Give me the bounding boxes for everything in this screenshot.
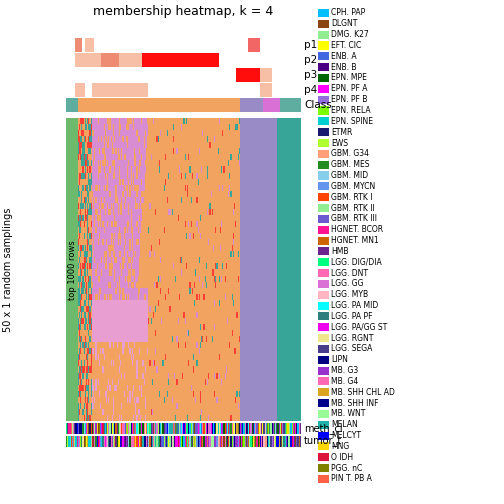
Text: MB. SHH INF: MB. SHH INF [331,399,379,408]
Text: MB. WNT: MB. WNT [331,409,365,418]
Text: GBM. RTK III: GBM. RTK III [331,214,377,223]
Text: LGG. GG: LGG. GG [331,279,363,288]
Text: ENB. B: ENB. B [331,62,357,72]
Text: meth_cl: meth_cl [304,423,343,434]
Text: GBM. RTK II: GBM. RTK II [331,204,375,213]
Text: LGG. DNT: LGG. DNT [331,269,368,278]
Text: HGNET. BCOR: HGNET. BCOR [331,225,383,234]
Text: EPN. MPE: EPN. MPE [331,74,367,83]
Text: EPN. SPINE: EPN. SPINE [331,117,373,126]
Text: GBM. MYCN: GBM. MYCN [331,182,375,191]
Text: ETMR: ETMR [331,128,352,137]
Text: p1: p1 [304,40,317,50]
Text: DLGNT: DLGNT [331,19,357,28]
Text: tumor_t: tumor_t [304,436,342,447]
Text: LGG. RGNT: LGG. RGNT [331,334,373,343]
Text: EPN. RELA: EPN. RELA [331,106,371,115]
Text: 50 x 1 random samplings: 50 x 1 random samplings [3,208,13,332]
Text: PGG. nC: PGG. nC [331,464,362,473]
Text: GBM. RTK I: GBM. RTK I [331,193,372,202]
Text: LGG. PA/GG ST: LGG. PA/GG ST [331,323,388,332]
Text: HMB: HMB [331,247,349,256]
Text: O IDH: O IDH [331,453,353,462]
Text: LIPN: LIPN [331,355,348,364]
Text: CPH. PAP: CPH. PAP [331,9,365,18]
Text: p3: p3 [304,70,317,80]
Text: GBM. MES: GBM. MES [331,160,369,169]
Text: GBM. MID: GBM. MID [331,171,368,180]
Text: GBM. G34: GBM. G34 [331,149,369,158]
Text: EWS: EWS [331,139,348,148]
Text: EFT. CIC: EFT. CIC [331,41,361,50]
Text: LGG. MYB: LGG. MYB [331,290,368,299]
Text: Class: Class [304,100,332,110]
Text: LGG. SEGA: LGG. SEGA [331,344,372,353]
Text: EPN. PF B: EPN. PF B [331,95,367,104]
Text: ENB. A: ENB. A [331,52,357,61]
Text: p4: p4 [304,85,317,95]
Text: DMG. K27: DMG. K27 [331,30,369,39]
Text: MB. G4: MB. G4 [331,377,358,386]
Text: PIN T. PB A: PIN T. PB A [331,474,372,483]
Text: MELCYT: MELCYT [331,431,361,440]
Text: LGG. PA PF: LGG. PA PF [331,312,372,321]
Text: membership heatmap, k = 4: membership heatmap, k = 4 [93,5,273,18]
Text: LGG. PA MID: LGG. PA MID [331,301,379,310]
Text: EPN. PF A: EPN. PF A [331,84,367,93]
Text: MB. SHH CHL AD: MB. SHH CHL AD [331,388,395,397]
Text: LGG. DIG/DIA: LGG. DIG/DIA [331,258,382,267]
Text: MB. G3: MB. G3 [331,366,358,375]
Text: top 1000 rows: top 1000 rows [68,240,77,299]
Text: MNG: MNG [331,442,349,451]
Text: MELAN: MELAN [331,420,358,429]
Text: p2: p2 [304,55,317,65]
Text: HGNET. MN1: HGNET. MN1 [331,236,379,245]
